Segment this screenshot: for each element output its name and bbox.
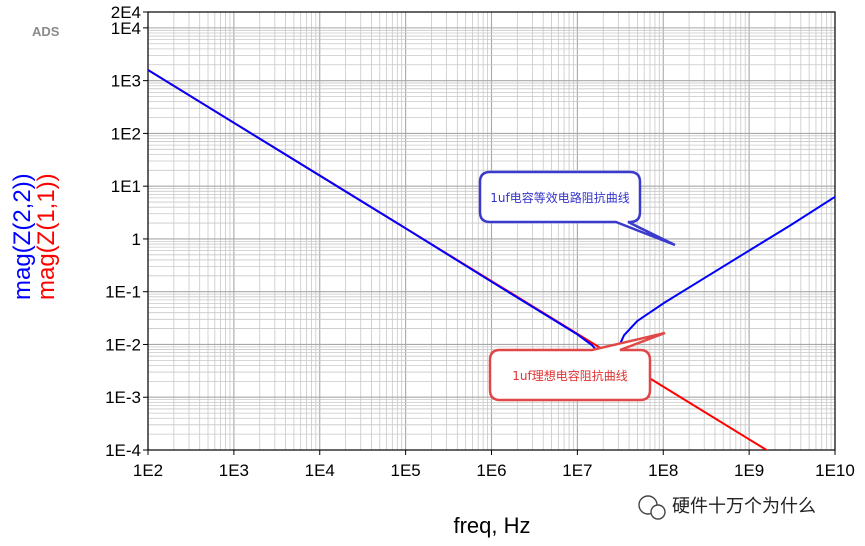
grid (147, 11, 835, 451)
x-tick-label: 1E9 (734, 461, 764, 480)
y-axis-label-z11: mag(Z(1,1)) (33, 173, 60, 300)
y-axis-labels: mag(Z(2,2)) mag(Z(1,1)) (9, 173, 60, 300)
annotation-text-red: 1uf理想电容阻抗曲线 (512, 368, 627, 383)
y-axis-label-z22: mag(Z(2,2)) (9, 173, 36, 300)
wechat-icon-bubble (650, 504, 666, 520)
y-tick-label: 1E3 (111, 72, 141, 91)
y-tick-label: 1E-1 (105, 283, 141, 302)
annotation-callout-blue (478, 170, 676, 247)
watermark: 硬件十万个为什么 (638, 495, 816, 520)
y-tick-label: 1E2 (111, 124, 141, 143)
x-tick-label: 1E4 (305, 461, 335, 480)
y-tick-label: 1E-3 (105, 388, 141, 407)
x-tick-label: 1E10 (815, 461, 855, 480)
annotation-equivalent-circuit: 1uf电容等效电路阻抗曲线 (478, 170, 676, 247)
y-tick-label: 2E4 (111, 3, 141, 22)
ads-label: ADS (32, 24, 60, 39)
annotation-ideal-capacitor: 1uf理想电容阻抗曲线 (488, 331, 666, 402)
y-tick-label: 1E-4 (105, 441, 141, 460)
x-tick-label: 1E3 (219, 461, 249, 480)
x-tick-label: 1E7 (562, 461, 592, 480)
x-axis-ticks: 1E2 1E3 1E4 1E5 1E6 1E7 1E8 1E9 1E10 (133, 450, 855, 480)
annotation-text-blue: 1uf电容等效电路阻抗曲线 (490, 190, 629, 205)
y-tick-label: 1E-2 (105, 335, 141, 354)
x-tick-label: 1E8 (648, 461, 678, 480)
y-tick-label: 1E4 (111, 19, 141, 38)
watermark-text: 硬件十万个为什么 (672, 496, 816, 517)
x-axis-label: freq, Hz (453, 513, 530, 538)
y-tick-label: 1E1 (111, 177, 141, 196)
x-tick-label: 1E2 (133, 461, 163, 480)
y-tick-label: 1 (132, 230, 141, 249)
annotation-callout-red (488, 331, 666, 402)
x-tick-label: 1E6 (476, 461, 506, 480)
x-tick-label: 1E5 (391, 461, 421, 480)
